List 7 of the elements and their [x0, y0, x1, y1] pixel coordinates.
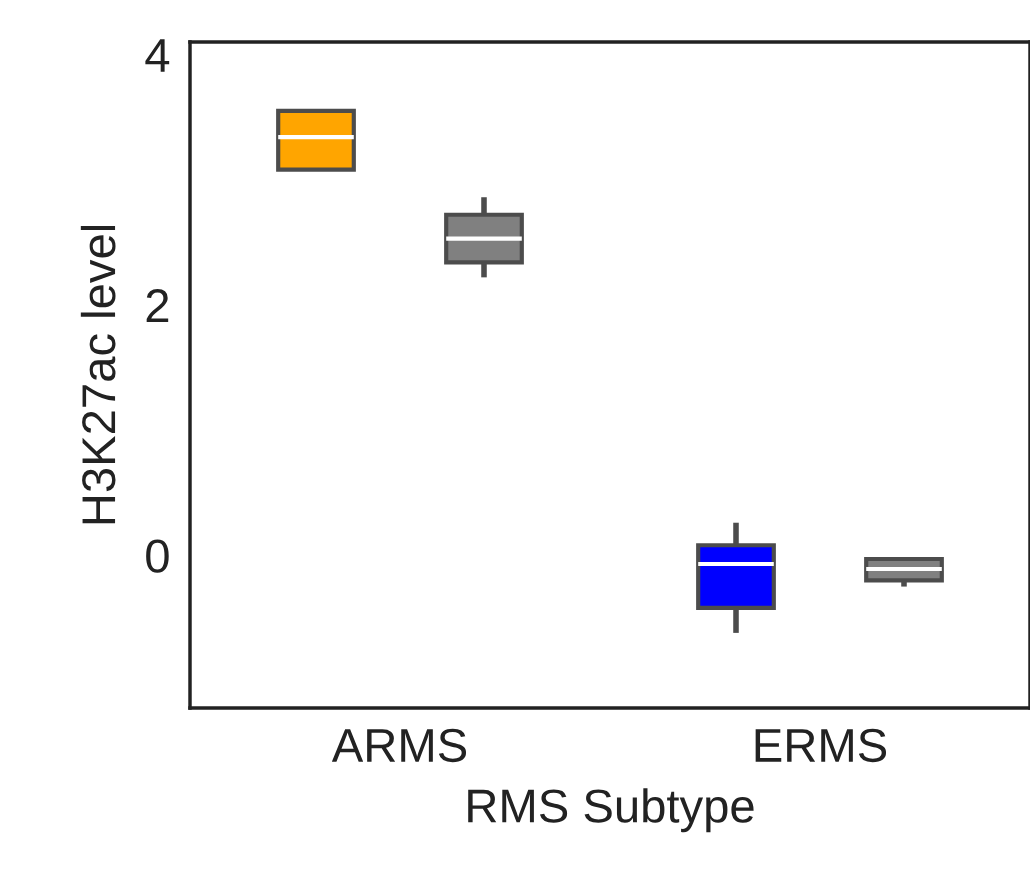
y-tick-label: 4	[145, 39, 170, 72]
x-axis-title: RMS Subtype	[468, 788, 754, 833]
x-tick-label: ERMS	[755, 728, 887, 763]
y-axis-title: H3K27ac level	[80, 225, 116, 524]
x-tick-label: ARMS	[331, 728, 467, 763]
y-tick-label: 2	[146, 289, 169, 323]
y-tick-label: 0	[146, 539, 169, 573]
